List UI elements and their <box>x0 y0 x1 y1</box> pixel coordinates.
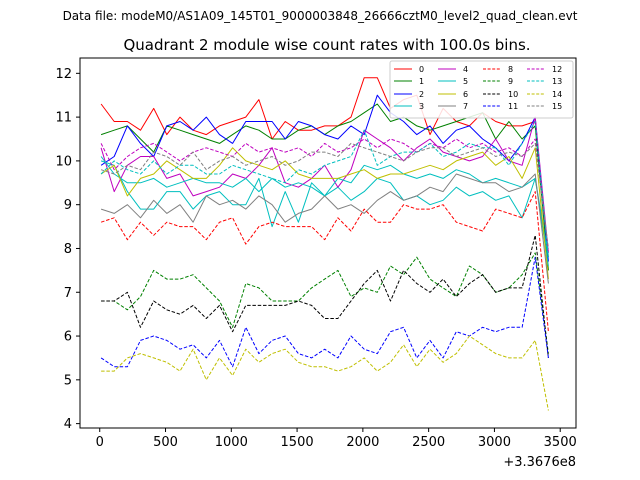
series-line-7 <box>100 173 549 284</box>
y-tick-label: 7 <box>64 286 72 301</box>
x-axis: 0 500 1000 1500 2000 2500 3000 3500 <box>96 428 577 450</box>
y-tick-label: 4 <box>64 417 72 432</box>
legend-label-11: 11 <box>508 102 518 111</box>
legend-label-9: 9 <box>508 77 513 86</box>
legend-label-3: 3 <box>419 102 424 111</box>
legend-label-5: 5 <box>463 77 468 86</box>
y-tick-label: 8 <box>64 242 72 257</box>
y-tick-label: 11 <box>55 111 72 126</box>
series-line-13 <box>100 121 549 258</box>
legend-label-1: 1 <box>419 77 424 86</box>
legend-label-2: 2 <box>419 90 424 99</box>
legend-label-8: 8 <box>508 65 513 74</box>
series-line-14 <box>101 335 549 411</box>
legend-label-15: 15 <box>552 102 562 111</box>
legend-label-14: 14 <box>552 90 562 99</box>
series-layer <box>100 77 549 411</box>
series-line-9 <box>101 252 549 354</box>
x-tick-label: 2000 <box>346 435 379 450</box>
x-tick-label: 1500 <box>281 435 314 450</box>
series-line-11 <box>100 256 549 368</box>
series-line-6 <box>100 147 549 280</box>
series-line-8 <box>100 191 549 332</box>
chart-title: Quadrant 2 module wise count rates with … <box>123 36 530 54</box>
series-line-10 <box>101 234 549 358</box>
y-tick-label: 5 <box>64 373 72 388</box>
legend-label-6: 6 <box>463 90 468 99</box>
y-tick-label: 9 <box>64 198 72 213</box>
y-tick-label: 6 <box>64 330 72 345</box>
legend-label-7: 7 <box>463 102 468 111</box>
legend-label-4: 4 <box>463 65 468 74</box>
legend-label-0: 0 <box>419 65 424 74</box>
series-line-2 <box>100 94 549 262</box>
series-line-15 <box>100 142 549 249</box>
legend-label-10: 10 <box>508 90 518 99</box>
x-axis-offset-label: +3.3676e8 <box>503 455 576 470</box>
legend-frame <box>389 60 574 119</box>
legend-label-13: 13 <box>552 77 562 86</box>
x-tick-label: 500 <box>153 435 178 450</box>
y-axis: 4 5 6 7 8 9 10 11 12 <box>55 67 80 432</box>
suptitle: Data file: modeM0/AS1A09_145T01_90000038… <box>63 9 578 23</box>
x-tick-label: 0 <box>96 435 104 450</box>
y-tick-label: 10 <box>55 154 72 169</box>
legend-label-12: 12 <box>552 65 562 74</box>
plot-area-frame <box>79 57 577 429</box>
x-tick-label: 1000 <box>215 435 248 450</box>
x-tick-label: 3500 <box>544 435 577 450</box>
y-tick-label: 12 <box>55 67 72 82</box>
series-line-12 <box>100 138 549 253</box>
x-tick-label: 3000 <box>478 435 511 450</box>
x-tick-label: 2500 <box>412 435 445 450</box>
